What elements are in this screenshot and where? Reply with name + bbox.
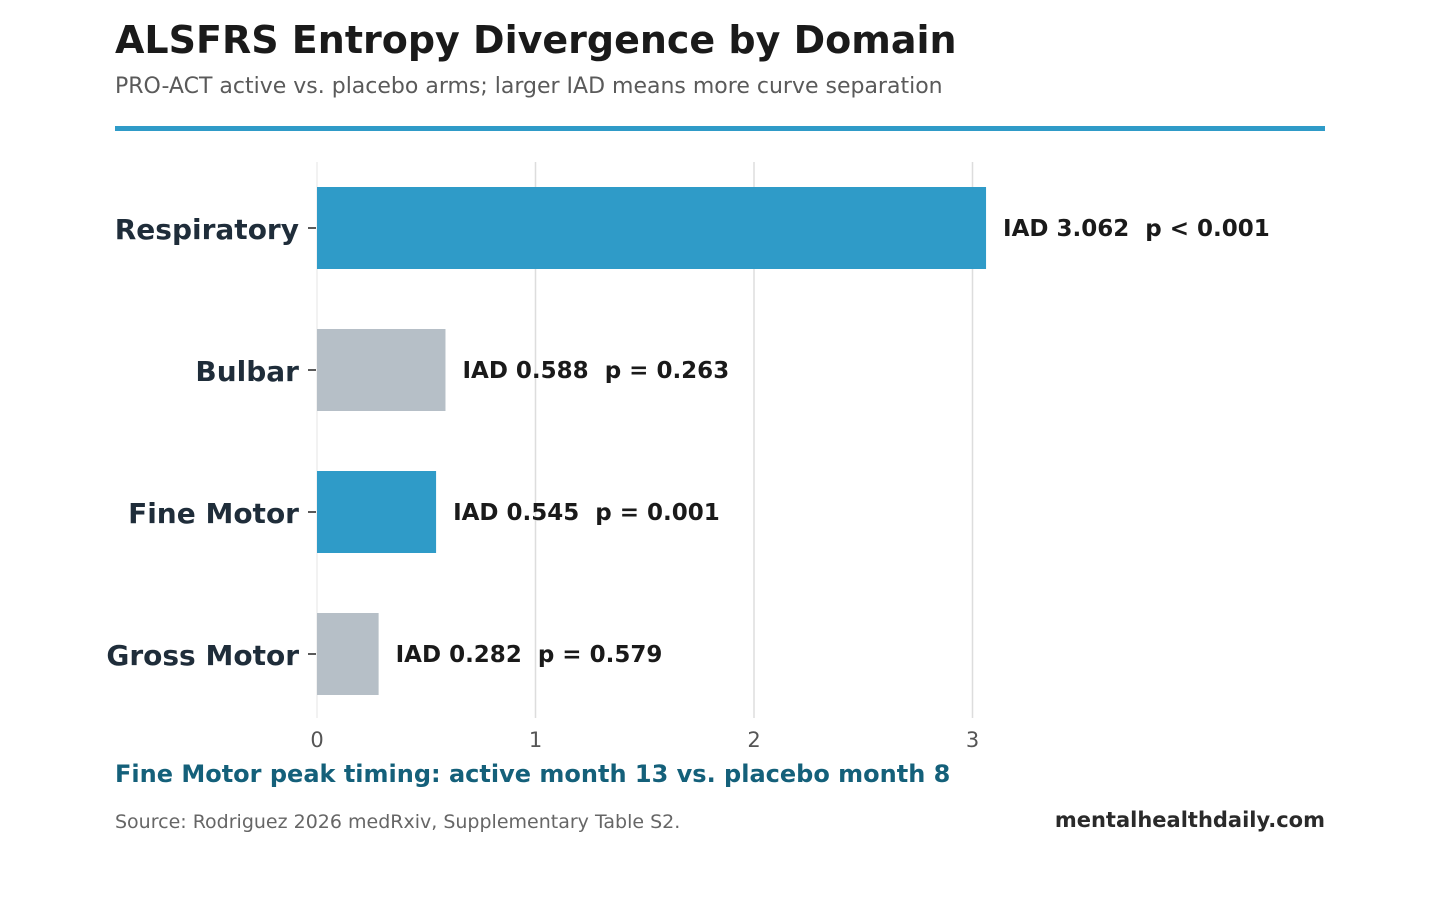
brand-credit: mentalhealthdaily.com bbox=[1054, 808, 1325, 832]
bar-value-label: IAD 0.282 p = 0.579 bbox=[396, 642, 663, 668]
bars bbox=[317, 187, 987, 695]
x-axis-ticks: 0 1 2 3 bbox=[310, 728, 979, 752]
peak-timing-annotation: Fine Motor peak timing: active month 13 … bbox=[115, 760, 951, 788]
header-rule bbox=[115, 126, 1325, 131]
chart-subtitle: PRO-ACT active vs. placebo arms; larger … bbox=[115, 74, 943, 99]
x-tick-label: 1 bbox=[529, 728, 542, 752]
category-label: Respiratory bbox=[115, 213, 299, 246]
category-label: Gross Motor bbox=[106, 639, 299, 672]
chart-title: ALSFRS Entropy Divergence by Domain bbox=[115, 18, 957, 62]
bar bbox=[317, 187, 987, 269]
bar-value-label: IAD 3.062 p < 0.001 bbox=[1003, 216, 1270, 242]
x-tick-label: 0 bbox=[310, 728, 323, 752]
x-tick-label: 3 bbox=[966, 728, 979, 752]
x-tick-label: 2 bbox=[747, 728, 760, 752]
category-label: Bulbar bbox=[195, 355, 299, 388]
bar-labels: IAD 3.062 p < 0.001 IAD 0.588 p = 0.263 IA… bbox=[396, 216, 1270, 668]
source-note: Source: Rodriguez 2026 medRxiv, Suppleme… bbox=[115, 811, 681, 833]
bar-value-label: IAD 0.588 p = 0.263 bbox=[462, 358, 729, 384]
bar-value-label: IAD 0.545 p = 0.001 bbox=[453, 500, 720, 526]
category-labels: Respiratory Bulbar Fine Motor Gross Motor bbox=[106, 213, 316, 672]
bar bbox=[317, 471, 437, 553]
bar bbox=[317, 329, 446, 411]
category-label: Fine Motor bbox=[128, 497, 299, 530]
bar bbox=[317, 613, 379, 695]
